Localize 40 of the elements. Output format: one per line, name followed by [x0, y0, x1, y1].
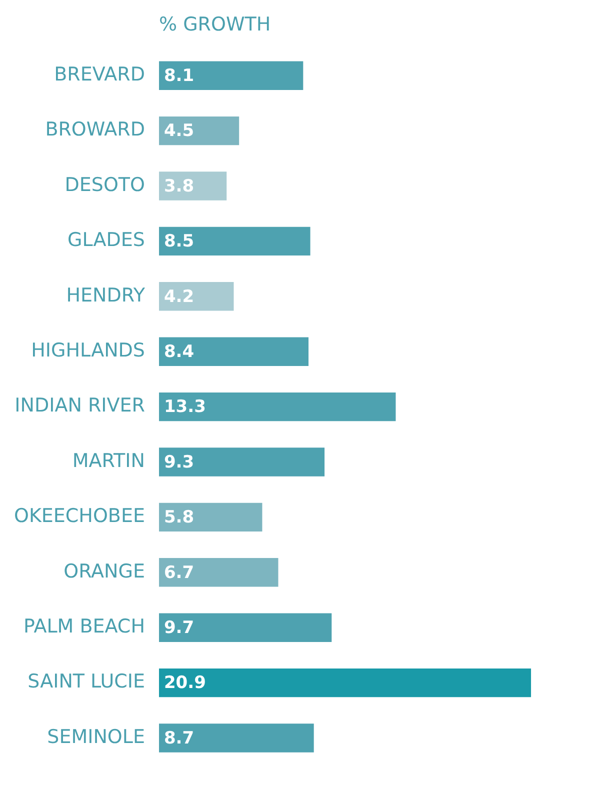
- bar: [158, 282, 234, 311]
- bar: [158, 172, 227, 200]
- y-tick-label: INDIAN RIVER: [14, 394, 145, 417]
- bar: [158, 337, 309, 366]
- data-label: 4.5: [164, 121, 194, 142]
- data-label: 4.2: [164, 286, 194, 307]
- data-label: 5.8: [164, 508, 194, 528]
- bar: [158, 502, 262, 532]
- bar: [158, 116, 240, 146]
- data-label: 8.1: [164, 66, 194, 86]
- bar: [158, 448, 325, 476]
- bar: [158, 613, 332, 642]
- data-label: 9.7: [164, 618, 194, 638]
- bar: [158, 724, 314, 752]
- y-tick-label: DESOTO: [64, 174, 145, 196]
- y-tick-label: GLADES: [68, 229, 145, 252]
- data-label: 8.7: [164, 728, 194, 748]
- bar: [158, 558, 278, 587]
- y-tick-label: BROWARD: [45, 118, 145, 141]
- bar: [158, 668, 532, 698]
- y-tick-label: HIGHLANDS: [31, 340, 145, 362]
- bar: [158, 226, 310, 256]
- data-label: 8.5: [164, 232, 194, 252]
- y-tick-label: ORANGE: [64, 560, 145, 582]
- y-tick-label: SAINT LUCIE: [28, 670, 145, 693]
- y-tick-label: PALM BEACH: [23, 616, 145, 638]
- data-label: 6.7: [164, 562, 194, 583]
- bar: [158, 392, 396, 422]
- bar: [158, 61, 304, 90]
- y-tick-label: OKEECHOBEE: [14, 505, 145, 528]
- data-label: 9.3: [164, 452, 194, 472]
- data-label: 3.8: [164, 176, 194, 196]
- y-tick-label: MARTIN: [72, 450, 145, 472]
- y-tick-label: BREVARD: [54, 64, 145, 86]
- data-label: 8.4: [164, 342, 194, 362]
- data-label: 13.3: [164, 397, 206, 418]
- chart-title: % GROWTH: [158, 13, 271, 36]
- y-tick-label: SEMINOLE: [47, 726, 145, 748]
- y-tick-label: HENDRY: [66, 284, 146, 306]
- data-label: 20.9: [164, 673, 206, 694]
